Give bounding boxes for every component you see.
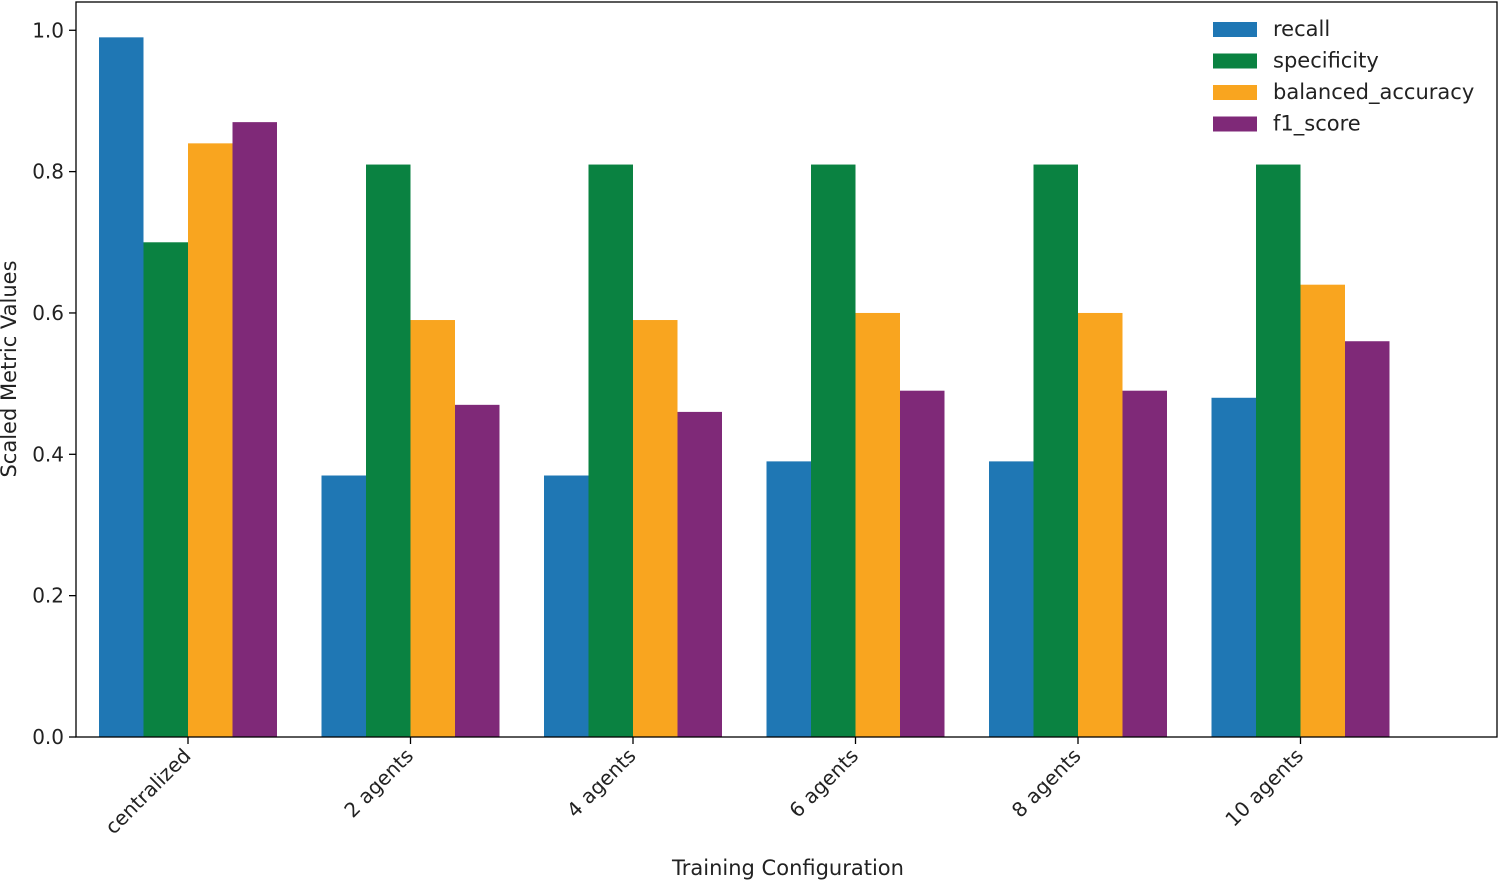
legend-swatch-recall	[1213, 22, 1257, 37]
bar-f1-score-0	[232, 122, 277, 737]
bar-specificity-1	[366, 164, 411, 738]
y-tick-label: 0.8	[32, 160, 64, 184]
x-tick-label: 10 agents	[1220, 744, 1308, 832]
bar-specificity-3	[811, 164, 856, 738]
bar-recall-1	[321, 475, 366, 737]
bar-balanced-accuracy-2	[633, 320, 678, 737]
bar-specificity-0	[143, 242, 188, 738]
plot-frame	[75, 1, 1498, 738]
legend-label-specificity: specificity	[1273, 49, 1379, 73]
bar-balanced-accuracy-5	[1300, 284, 1345, 737]
bar-specificity-5	[1256, 164, 1301, 738]
bar-f1-score-5	[1345, 341, 1390, 737]
x-tick-label: 4 agents	[562, 744, 641, 823]
bar-specificity-2	[588, 164, 633, 738]
bar-recall-5	[1211, 397, 1256, 737]
bars-group	[99, 37, 1390, 738]
bar-f1-score-3	[900, 390, 945, 737]
bar-balanced-accuracy-4	[1078, 312, 1123, 737]
x-axis: centralized 2 agents 4 agents 6 agents 8 age…	[100, 737, 1308, 839]
legend-swatch-balanced-accuracy	[1213, 85, 1257, 100]
legend-label-f1-score: f1_score	[1273, 112, 1361, 137]
y-tick-label: 0.6	[32, 301, 64, 325]
x-tick-label: 2 agents	[339, 744, 418, 823]
x-tick-label: 8 agents	[1007, 744, 1086, 823]
bar-balanced-accuracy-1	[410, 320, 455, 737]
y-tick-label: 0.2	[32, 584, 64, 608]
y-tick-label: 0.4	[32, 442, 64, 466]
bar-specificity-4	[1033, 164, 1078, 738]
bar-balanced-accuracy-0	[188, 143, 233, 738]
bar-f1-score-2	[677, 411, 722, 737]
x-tick-label: centralized	[100, 744, 195, 839]
y-tick-label: 1.0	[32, 18, 64, 42]
legend-swatch-specificity	[1213, 53, 1257, 69]
legend-label-balanced-accuracy: balanced_accuracy	[1273, 80, 1474, 105]
bar-f1-score-4	[1122, 390, 1167, 737]
legend-label-recall: recall	[1273, 17, 1330, 41]
x-axis-label: Training Configuration	[671, 856, 904, 880]
legend-swatch-f1-score	[1213, 116, 1257, 132]
bar-recall-2	[544, 475, 589, 737]
legend: recall specificity balanced_accuracy f1_sco…	[1213, 17, 1474, 137]
bar-f1-score-1	[455, 404, 500, 737]
bar-recall-0	[99, 37, 144, 737]
y-tick-label: 0.0	[32, 725, 64, 749]
bar-recall-3	[766, 461, 811, 738]
bar-balanced-accuracy-3	[855, 312, 900, 737]
bar-recall-4	[989, 461, 1034, 738]
y-axis: 0.0 0.2 0.4 0.6 0.8 1.0	[32, 18, 76, 749]
x-tick-label: 6 agents	[784, 744, 863, 823]
y-axis-label: Scaled Metric Values	[0, 260, 21, 477]
